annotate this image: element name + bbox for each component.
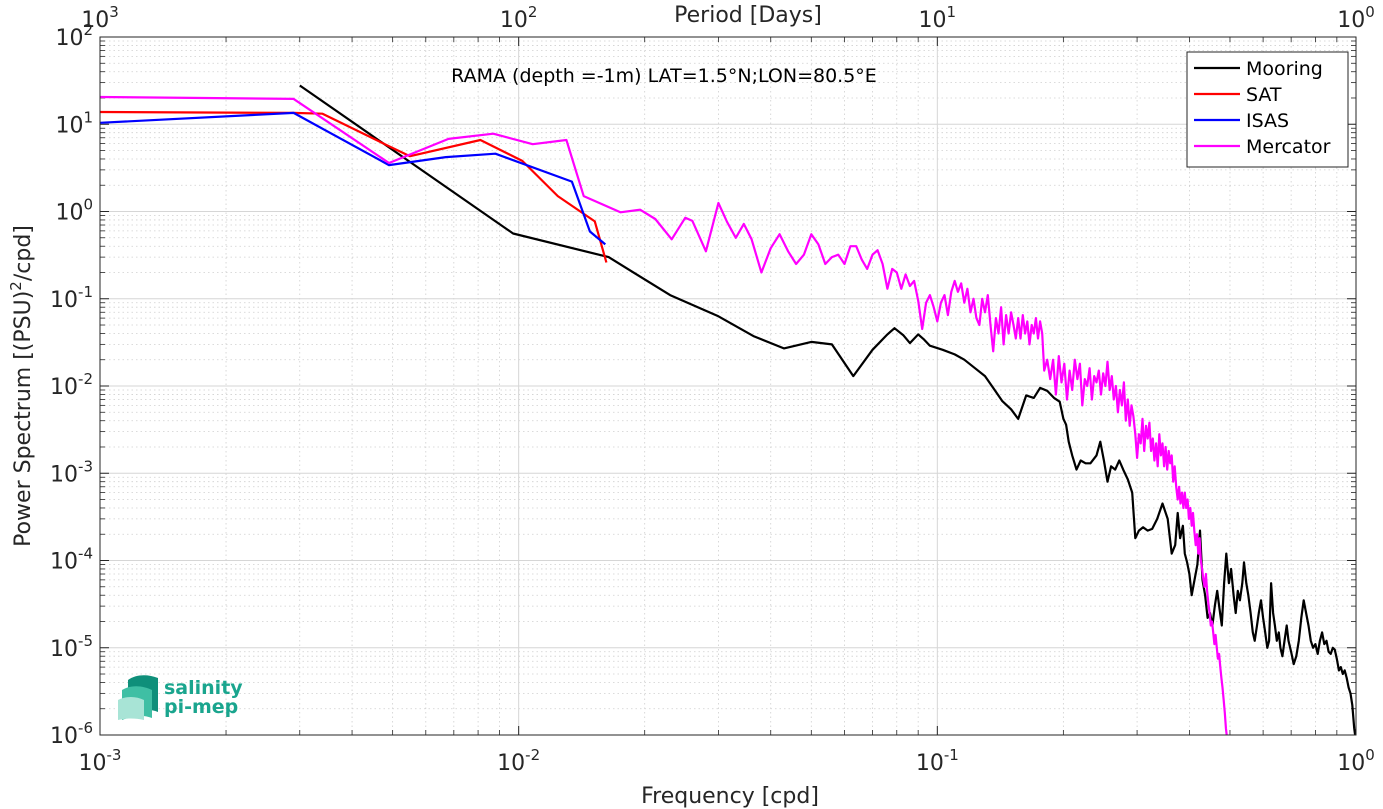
logo-wave-front [118, 697, 144, 720]
top-tick-label-base: 10 [919, 8, 947, 33]
y-tick-label: 10-3 [50, 457, 93, 487]
y-tick-label-exponent: 0 [83, 196, 93, 214]
top-tick-label-base: 10 [1337, 8, 1365, 33]
series-line-sat [100, 110, 608, 263]
y-axis-label-main: Power Spectrum [(PSU) [11, 291, 36, 547]
y-tick-label: 10-4 [50, 545, 93, 575]
x-tick-label-base: 10 [79, 751, 107, 776]
top-tick-label-exponent: 3 [109, 3, 119, 21]
y-tick-label-base: 10 [50, 288, 78, 313]
top-tick-label-exponent: 0 [1365, 3, 1375, 21]
y-tick-label-exponent: 1 [83, 108, 93, 126]
y-tick-label-exponent: -2 [78, 370, 93, 388]
x-tick-label-base: 10 [1337, 751, 1365, 776]
x-axis-label: Frequency [cpd] [641, 784, 819, 809]
x-tick-label: 100 [1337, 746, 1375, 776]
y-tick-label: 10-6 [50, 719, 93, 749]
legend-label-mercator: Mercator [1246, 136, 1331, 158]
logo-line-2: pi-mep [164, 696, 238, 718]
y-tick-label: 10-5 [50, 632, 93, 662]
station-annotation: RAMA (depth =-1m) LAT=1.5°N;LON=80.5°E [451, 65, 877, 87]
y-tick-label-exponent: 2 [83, 21, 93, 39]
x-tick-label: 10-3 [79, 746, 122, 776]
y-axis-label-tail: /cpd] [11, 225, 36, 281]
y-tick-label-base: 10 [55, 113, 83, 138]
top-tick-label: 102 [500, 3, 538, 33]
legend-label-sat: SAT [1246, 84, 1282, 106]
x-tick-label: 10-1 [916, 746, 959, 776]
y-tick-label-exponent: -3 [78, 457, 93, 475]
y-tick-label-base: 10 [55, 26, 83, 51]
x-tick-label-exponent: 0 [1365, 746, 1375, 764]
y-tick-label-exponent: -6 [78, 719, 93, 737]
y-tick-label-base: 10 [50, 550, 78, 575]
y-tick-label: 102 [55, 21, 93, 51]
top-tick-label-base: 10 [500, 8, 528, 33]
legend: Mooring SAT ISAS Mercator [1186, 51, 1349, 168]
x-tick-label-exponent: -2 [525, 746, 540, 764]
y-tick-label: 10-2 [50, 370, 93, 400]
top-axis-label: Period [Days] [674, 3, 822, 28]
x-tick-label-base: 10 [916, 751, 944, 776]
x-tick-labels: 10-3 10-2 10-1 100 [79, 746, 1375, 776]
x-tick-label: 10-2 [497, 746, 540, 776]
legend-box [1186, 51, 1349, 168]
legend-label-isas: ISAS [1246, 110, 1289, 132]
logo-line-1: salinity [164, 677, 243, 699]
series-line-mercator [100, 95, 1228, 735]
top-tick-label: 101 [919, 3, 957, 33]
plot-frame [99, 36, 1357, 736]
top-tick-labels: 103 102 101 100 [81, 3, 1375, 33]
x-tick-label-exponent: -1 [944, 746, 959, 764]
y-tick-label-exponent: -1 [78, 283, 93, 301]
y-axis-label-exponent: 2 [7, 281, 25, 291]
salinity-pi-mep-logo: salinity pi-mep [118, 675, 243, 720]
top-tick-label: 100 [1337, 3, 1375, 33]
legend-label-mooring: Mooring [1246, 58, 1323, 80]
x-tick-label-exponent: -3 [107, 746, 122, 764]
y-tick-label: 101 [55, 108, 93, 138]
y-tick-label-base: 10 [55, 201, 83, 226]
top-tick-label-base: 10 [81, 8, 109, 33]
y-tick-label: 10-1 [50, 283, 93, 313]
y-tick-label: 100 [55, 196, 93, 226]
y-axis-label: Power Spectrum [(PSU)2/cpd] [7, 225, 36, 547]
top-tick-label-exponent: 2 [528, 3, 538, 21]
top-tick-label: 103 [81, 3, 119, 33]
y-tick-label-base: 10 [50, 462, 78, 487]
series-layer [100, 84, 1356, 735]
x-tick-label-base: 10 [497, 751, 525, 776]
y-tick-label-base: 10 [50, 375, 78, 400]
top-tick-label-exponent: 1 [947, 3, 957, 21]
y-tick-label-base: 10 [50, 724, 78, 749]
series-line-isas [100, 111, 607, 246]
y-tick-label-exponent: -4 [78, 545, 93, 563]
y-tick-label-base: 10 [50, 637, 78, 662]
y-tick-label-exponent: -5 [78, 632, 93, 650]
